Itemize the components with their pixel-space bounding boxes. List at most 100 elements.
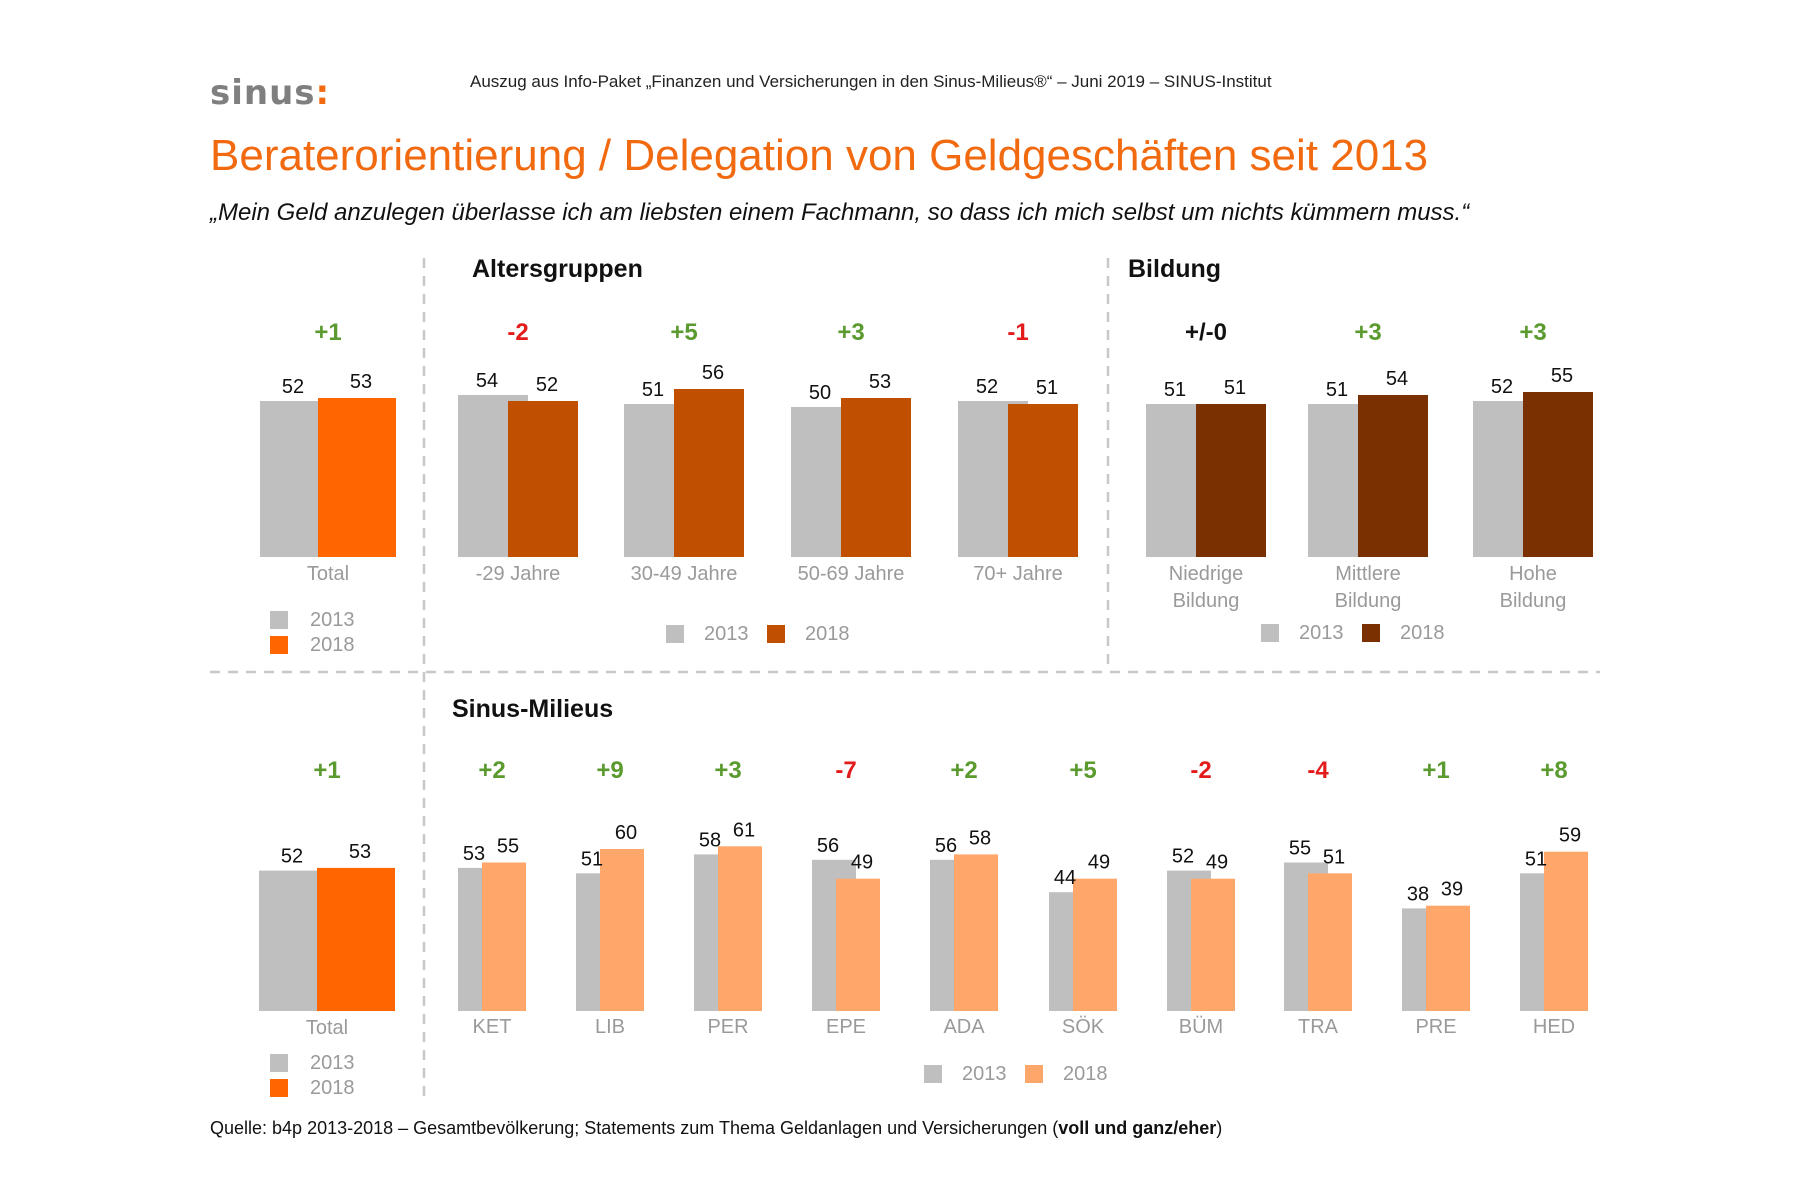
age-bar-2018: [1008, 404, 1078, 557]
milieus-label-2018: 49: [1206, 852, 1228, 874]
education-label-2013: 52: [1491, 376, 1513, 398]
total_top-legend-swatch-2013: [270, 611, 288, 629]
milieus-change: -4: [1307, 757, 1329, 784]
total_top-legend-2013: 2013: [310, 609, 355, 631]
source-line: Auszug aus Info-Paket „Finanzen und Vers…: [470, 72, 1272, 91]
footnote: Quelle: b4p 2013-2018 – Gesamtbevölkerun…: [210, 1118, 1222, 1138]
milieus-label-2013: 44: [1054, 867, 1076, 889]
milieus-label-2013: 38: [1407, 883, 1429, 905]
milieus-label-2018: 49: [851, 852, 873, 874]
age-change: +5: [670, 319, 697, 346]
age-label-2013: 50: [809, 382, 831, 404]
education-category: Bildung: [1500, 590, 1567, 612]
milieus-label-2013: 56: [817, 835, 839, 857]
milieus-label-2013: 56: [935, 835, 957, 857]
age-label-2013: 51: [642, 379, 664, 401]
age-category: -29 Jahre: [476, 563, 561, 585]
total_top-change: +1: [314, 319, 341, 346]
total_bottom-category: Total: [306, 1017, 348, 1039]
total_top-category: Total: [307, 563, 349, 585]
milieus-legend-swatch-2018: [1025, 1065, 1043, 1083]
total_top-label-2013: 52: [282, 376, 304, 398]
education-label-2013: 51: [1164, 379, 1186, 401]
milieus-category: HED: [1533, 1016, 1575, 1038]
milieus-label-2018: 61: [733, 819, 755, 841]
section-title-education: Bildung: [1128, 255, 1221, 283]
education-bar-2018: [1523, 392, 1593, 557]
age-bar-2018: [674, 389, 744, 557]
education-label-2018: 55: [1551, 365, 1573, 387]
milieus-legend-swatch-2013: [924, 1065, 942, 1083]
milieus-change: +3: [714, 757, 741, 784]
age-legend-2013: 2013: [704, 623, 749, 645]
age-legend-swatch-2018: [767, 625, 785, 643]
milieus-label-2018: 58: [969, 827, 991, 849]
milieus-category: PER: [707, 1016, 748, 1038]
milieus-change: +2: [950, 757, 977, 784]
milieus-change: -2: [1190, 757, 1211, 784]
milieus-category: LIB: [595, 1016, 625, 1038]
total_bottom-legend-2018: 2018: [310, 1077, 355, 1099]
age-label-2013: 54: [476, 370, 498, 392]
separators: [210, 258, 1600, 1100]
milieus-label-2013: 51: [1525, 848, 1547, 870]
milieus-label-2013: 55: [1289, 838, 1311, 860]
milieus-category: KET: [473, 1016, 512, 1038]
milieus-label-2018: 60: [615, 822, 637, 844]
age-label-2018: 52: [536, 374, 558, 396]
milieus-change: +8: [1540, 757, 1567, 784]
education-change: +3: [1354, 319, 1381, 346]
age-category: 70+ Jahre: [973, 563, 1063, 585]
milieus-bar-2018: [482, 862, 526, 1011]
milieus-bar-2018: [1073, 878, 1117, 1011]
total_bottom-label-2013: 52: [281, 846, 303, 868]
age-label-2018: 51: [1036, 377, 1058, 399]
milieus-change: +1: [1422, 757, 1449, 784]
total_bottom-legend-swatch-2013: [270, 1054, 288, 1072]
milieus-change: +5: [1069, 757, 1096, 784]
education-legend-swatch-2013: [1261, 624, 1279, 642]
total_top-legend-2018: 2018: [310, 634, 355, 656]
milieus-change: +9: [596, 757, 623, 784]
total_bottom-legend-2013: 2013: [310, 1052, 355, 1074]
education-category: Mittlere: [1335, 563, 1401, 585]
age-legend-2018: 2018: [805, 623, 850, 645]
total_bottom-change: +1: [313, 757, 340, 784]
milieus-label-2018: 39: [1441, 879, 1463, 901]
education-label-2013: 51: [1326, 379, 1348, 401]
milieus-category: SÖK: [1062, 1016, 1105, 1038]
age-label-2018: 56: [702, 362, 724, 384]
milieus-category: TRA: [1298, 1016, 1339, 1038]
milieus-bar-2018: [600, 849, 644, 1011]
total_top-bar-2018: [318, 398, 396, 557]
milieus-legend-2018: 2018: [1063, 1063, 1108, 1085]
age-bar-2018: [841, 398, 911, 557]
education-legend-2018: 2018: [1400, 622, 1445, 644]
education-legend-swatch-2018: [1362, 624, 1380, 642]
milieus-bar-2018: [1191, 878, 1235, 1011]
milieus-bar-2018: [1426, 905, 1470, 1011]
milieus-label-2018: 49: [1088, 852, 1110, 874]
milieus-bar-2018: [836, 878, 880, 1011]
education-category: Bildung: [1335, 590, 1402, 612]
milieus-change: +2: [478, 757, 505, 784]
education-category: Bildung: [1173, 590, 1240, 612]
education-bar-2018: [1196, 404, 1266, 557]
milieus-label-2013: 51: [581, 848, 603, 870]
education-legend-2013: 2013: [1299, 622, 1344, 644]
education-category: Hohe: [1509, 563, 1557, 585]
milieus-change: -7: [835, 757, 856, 784]
education-label-2018: 54: [1386, 368, 1408, 390]
total_bottom-legend-swatch-2018: [270, 1079, 288, 1097]
milieus-legend-2013: 2013: [962, 1063, 1007, 1085]
education-change: +3: [1519, 319, 1546, 346]
milieus-bar-2018: [1544, 851, 1588, 1011]
milieus-label-2013: 58: [699, 829, 721, 851]
section-title-milieus: Sinus-Milieus: [452, 695, 613, 723]
milieus-bar-2018: [1308, 873, 1352, 1011]
milieus-category: ADA: [943, 1016, 985, 1038]
age-bar-2018: [508, 401, 578, 557]
